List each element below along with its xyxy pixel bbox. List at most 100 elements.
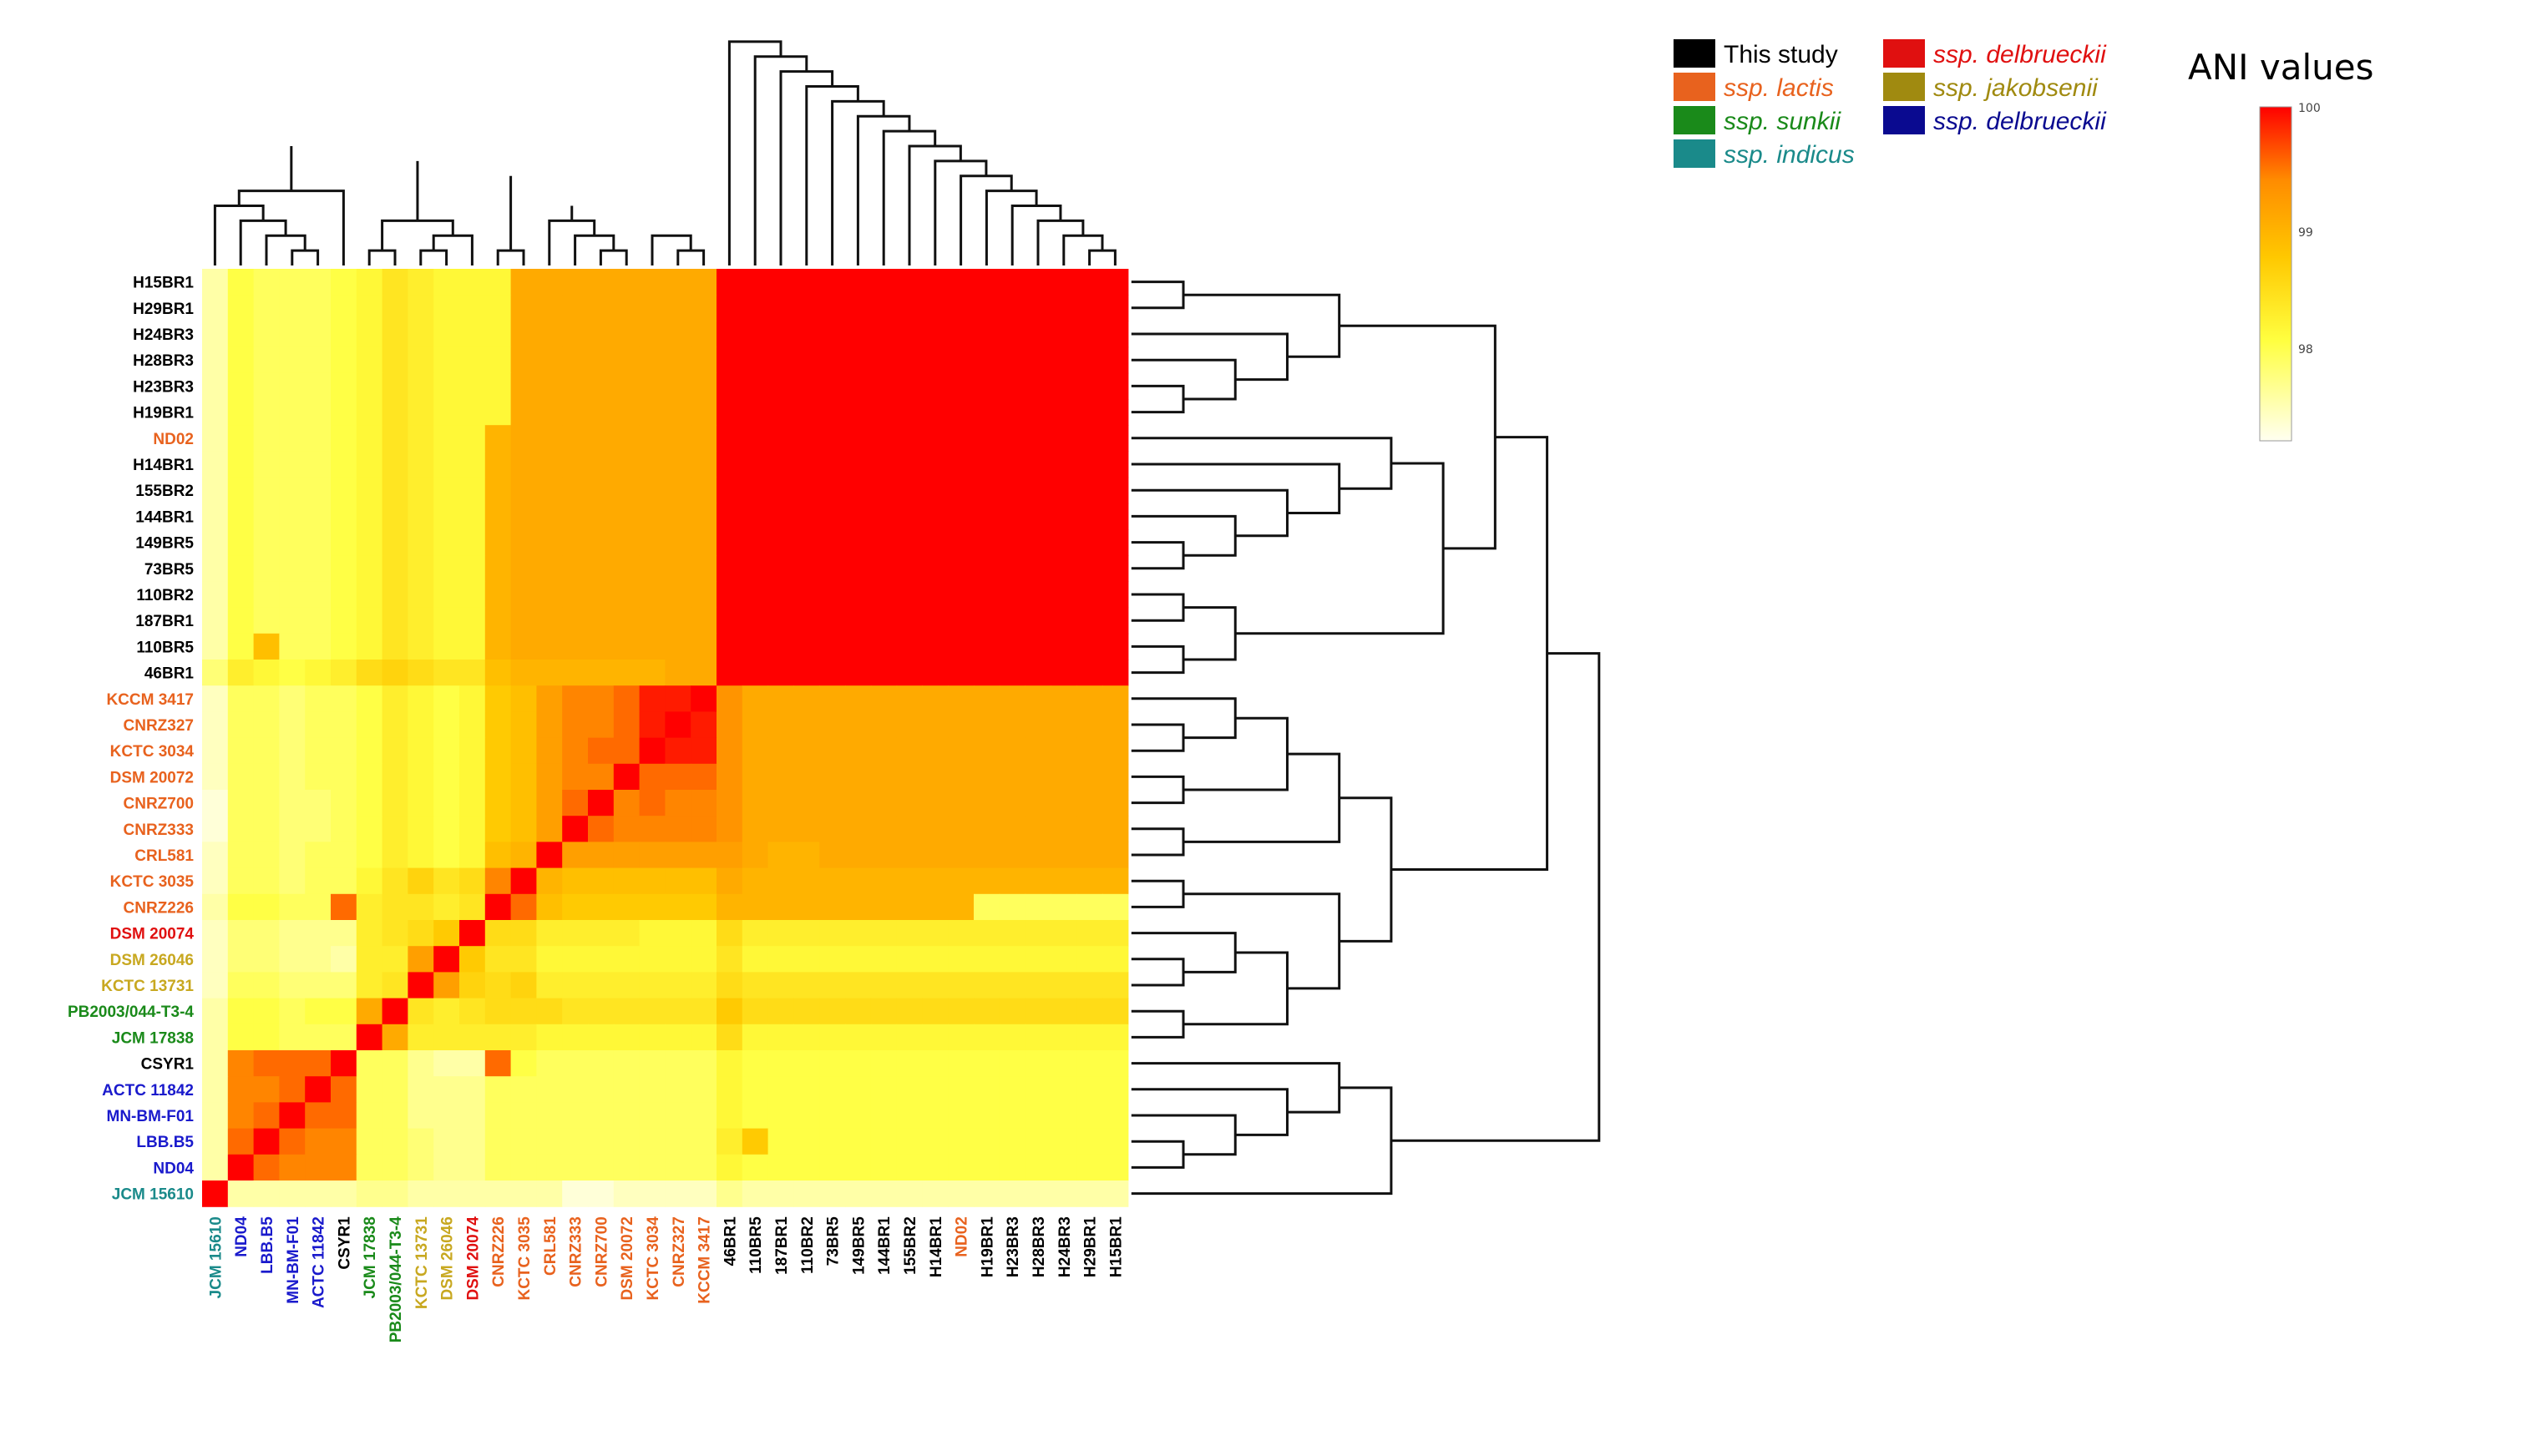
heatmap-cell (665, 295, 691, 321)
heatmap-cell (433, 321, 460, 348)
heatmap-cell (793, 1076, 820, 1103)
heatmap-cell (202, 555, 229, 582)
heatmap-cell (408, 503, 434, 530)
heatmap-cell (691, 946, 717, 973)
heatmap-cell (896, 1102, 923, 1130)
legend-swatch (1883, 106, 1925, 134)
heatmap-cell (691, 790, 717, 816)
heatmap-cell (717, 425, 743, 452)
heatmap-cell (408, 946, 434, 973)
heatmap-cell (691, 1050, 717, 1077)
heatmap-cell (433, 867, 460, 895)
heatmap-cell (227, 867, 255, 895)
heatmap-cell (665, 1128, 691, 1155)
column-label: H14BR1 (928, 1216, 945, 1277)
heatmap-cell (974, 633, 1000, 660)
heatmap-cell (717, 842, 743, 869)
heatmap-cell (948, 1050, 975, 1077)
heatmap-cell (691, 581, 717, 609)
heatmap-cell (896, 425, 923, 452)
heatmap-cell (819, 321, 846, 348)
heatmap-cell (202, 1180, 229, 1207)
heatmap-cell (331, 1154, 357, 1181)
heatmap-cell (202, 685, 229, 712)
heatmap-cell (382, 1102, 408, 1130)
heatmap-cell (639, 946, 666, 973)
heatmap-cell (665, 399, 691, 426)
heatmap-cell (948, 451, 975, 478)
heatmap-cell (510, 1180, 537, 1207)
dendrogram-branch (1088, 249, 1117, 265)
heatmap-cell (1076, 1076, 1103, 1103)
heatmap-cell (331, 607, 357, 634)
heatmap-cell (691, 633, 717, 660)
heatmap-cell (665, 1050, 691, 1077)
heatmap-cell (408, 607, 434, 634)
heatmap-cell (717, 763, 743, 791)
heatmap-cell (870, 660, 898, 686)
heatmap-cell (459, 790, 486, 816)
heatmap-cell (691, 867, 717, 895)
heatmap-cell (1102, 1102, 1129, 1130)
heatmap-cell (922, 816, 949, 842)
row-label: 149BR5 (135, 535, 194, 553)
heatmap-cell (845, 893, 872, 921)
heatmap-cell (536, 346, 563, 374)
heatmap-cell (922, 737, 949, 765)
heatmap-cell (742, 790, 769, 816)
heatmap-cell (948, 425, 975, 452)
heatmap-cell (845, 477, 872, 504)
heatmap-cell (562, 269, 589, 296)
heatmap-cell (1076, 372, 1103, 400)
heatmap-cell (484, 503, 512, 530)
heatmap-cell (767, 920, 794, 947)
heatmap-cell (1025, 555, 1051, 582)
heatmap-cell (767, 998, 794, 1025)
heatmap-cell (639, 295, 666, 321)
heatmap-cell (922, 685, 949, 712)
column-label: DSM 20072 (619, 1216, 636, 1300)
heatmap-cell (562, 1154, 589, 1181)
heatmap-cell (1051, 607, 1077, 634)
heatmap-cell (639, 998, 666, 1025)
heatmap-cell (279, 529, 306, 556)
heatmap-cell (1076, 1050, 1103, 1077)
dendrogram-branch (1131, 932, 1237, 973)
heatmap-cell (588, 633, 615, 660)
heatmap-cell (974, 816, 1000, 842)
heatmap-cell (382, 633, 408, 660)
heatmap-cell (999, 685, 1026, 712)
heatmap-cell (562, 346, 589, 374)
heatmap-cell (562, 920, 589, 947)
heatmap-cell (1076, 711, 1103, 739)
heatmap-cell (845, 399, 872, 426)
heatmap-cell (484, 555, 512, 582)
heatmap-cell (253, 763, 280, 791)
heatmap-cell (896, 972, 923, 999)
heatmap-cell (227, 1180, 255, 1207)
heatmap-cell (767, 867, 794, 895)
heatmap-cell (870, 581, 898, 609)
heatmap-cell (870, 685, 898, 712)
heatmap-cell (253, 1128, 280, 1155)
heatmap-cell (1102, 842, 1129, 869)
heatmap-cell (974, 893, 1000, 921)
heatmap-cell (253, 867, 280, 895)
heatmap-cell (331, 660, 357, 686)
heatmap-cell (279, 425, 306, 452)
legend-label: ssp. indicus (1724, 141, 1855, 169)
heatmap-cell (665, 321, 691, 348)
heatmap-cell (870, 451, 898, 478)
heatmap-cell (948, 946, 975, 973)
heatmap-cell (845, 372, 872, 400)
heatmap-cell (1051, 998, 1077, 1025)
heatmap-cell (819, 451, 846, 478)
heatmap-cell (742, 425, 769, 452)
column-dendrogram (215, 42, 1117, 265)
heatmap-cell (639, 763, 666, 791)
heatmap-cell (717, 581, 743, 609)
dendrogram-branch (1131, 1062, 1341, 1114)
heatmap-cell (562, 660, 589, 686)
heatmap-cell (305, 477, 332, 504)
heatmap-cell (331, 295, 357, 321)
